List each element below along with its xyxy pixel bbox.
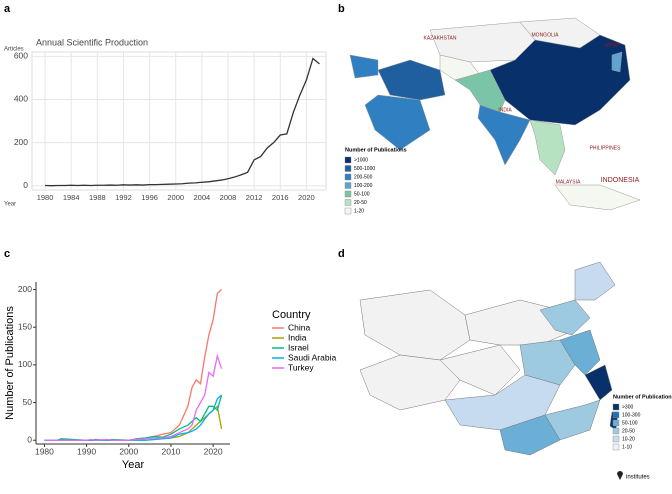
legend-title: Country [272,309,311,321]
plot-area [31,51,327,191]
x-tick-label: 2012 [246,193,263,202]
panel-label: b [338,3,345,15]
data-line [44,353,223,441]
x-tick-label: 2010 [161,446,180,456]
legend-swatch [612,411,620,419]
map-label: KAZAKHSTAN [424,35,457,41]
legend-label: 20-50 [622,428,635,434]
x-tick-label: 1990 [77,446,96,456]
legend-label: 50-100 [354,191,370,197]
x-tick-label: 1980 [35,446,54,456]
panel-label: d [338,248,345,260]
legend-label: 100-300 [622,412,641,418]
legend-swatch [612,443,620,451]
map-label: INDONESIA [601,177,640,184]
legend-label: >1000 [354,157,368,163]
country [554,184,641,211]
y-tick-label: 0 [27,434,32,444]
province [359,354,461,411]
map-label: INDIA [498,107,512,113]
y-tick-label: 100 [18,359,32,369]
legend-swatch [612,419,620,427]
legend-swatch [344,207,352,215]
legend-swatch [344,156,352,164]
legend-swatch [344,165,352,172]
province [559,329,601,376]
map-label: JAPAN [604,42,620,48]
x-tick-label: 1980 [37,193,54,202]
legend-label: 20-50 [354,200,367,206]
x-axis-label: Year [4,202,16,208]
y-tick-label: 50 [23,397,33,407]
country [364,94,431,151]
x-tick-label: 2016 [272,193,289,202]
marker-icon [617,471,623,480]
x-tick-label: 1988 [89,193,106,202]
chart-title: Annual Scientific Production [36,37,148,47]
x-tick-label: 2020 [298,193,315,202]
y-tick-label: 200 [14,137,28,147]
province [439,344,521,396]
country [349,54,379,79]
map-label: MONGOLIA [532,32,560,38]
legend-label: 50-100 [622,420,638,426]
country [529,119,566,176]
province [444,374,561,431]
legend-swatch [344,173,352,181]
x-tick-label: 2020 [204,446,223,456]
y-tick-label: 150 [18,321,32,331]
legend-label: Saudi Arabia [288,352,336,362]
legend-label: 100-200 [354,183,373,189]
map-label: PHILIPPINES [590,145,622,151]
x-tick-label: 2008 [220,193,237,202]
panel-label: a [4,3,11,15]
province [359,289,471,361]
legend-label: India [288,332,307,342]
map-label: MALAYSIA [556,179,581,185]
y-axis-label: Articles [4,47,24,53]
panel-label: c [4,248,10,260]
province [574,261,616,301]
legend-label: 200-500 [354,174,373,180]
legend-title: Number of Publications [345,147,407,153]
legend-swatch [344,199,352,206]
country [489,34,631,126]
x-tick-label: 1996 [141,193,158,202]
legend-label: 1-20 [354,208,364,214]
legend-label: Turkey [288,362,314,372]
legend-swatch [612,403,620,411]
data-line [45,57,320,187]
province [519,339,576,386]
x-tick-label: 2004 [194,193,211,202]
legend-swatch [612,427,620,435]
country [611,51,623,73]
province [539,299,591,336]
province [499,414,561,456]
legend-label: >300 [622,404,633,410]
y-tick-label: 200 [18,284,32,294]
x-tick-label: 2000 [167,193,184,202]
province [584,364,613,401]
legend-label: Israel [288,342,309,352]
legend-label: 1-10 [622,444,632,450]
legend-swatch [612,435,620,443]
legend-label: 500-1000 [354,166,375,172]
x-tick-label: 2000 [119,446,138,456]
x-tick-label: 1984 [63,193,80,202]
legend-swatch [344,190,352,198]
x-tick-label: 1992 [115,193,132,202]
legend-swatch [344,182,352,189]
x-axis-label: Year [122,459,145,471]
y-tick-label: 600 [14,51,28,61]
country [377,59,446,101]
legend-title: Number of Publications [613,394,672,400]
y-tick-label: 400 [14,94,28,104]
legend-label: China [288,322,310,332]
y-tick-label: 0 [23,180,28,190]
legend-label: 10-20 [622,436,635,442]
y-axis-label: Number of Publications [4,306,16,420]
marker-label: institutes [626,475,650,481]
country [477,104,531,166]
